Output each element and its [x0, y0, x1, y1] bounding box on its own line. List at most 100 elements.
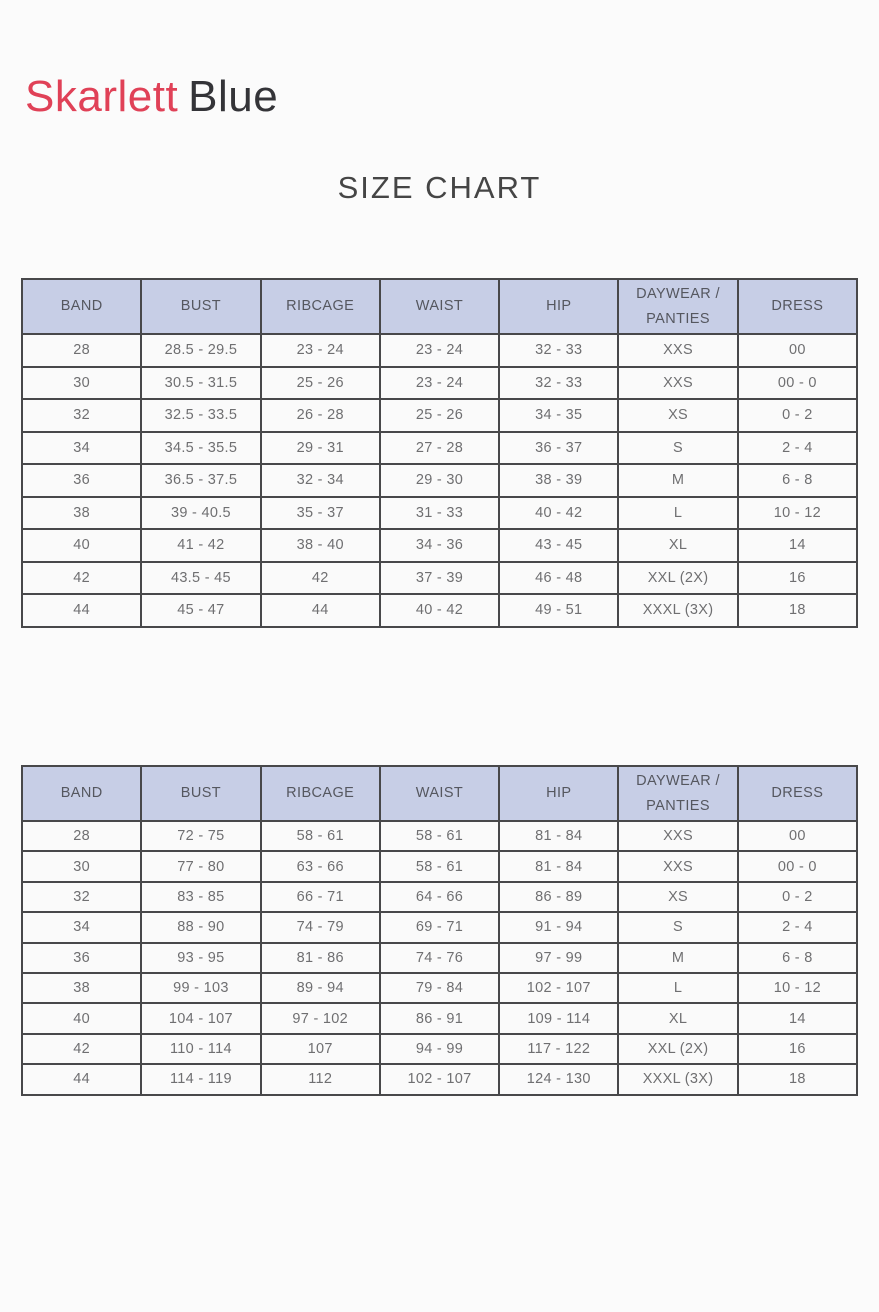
table-cell: S	[617, 911, 739, 944]
column-header: BAND	[20, 278, 143, 335]
table-cell: 18	[736, 593, 859, 628]
table-cell: 43.5 - 45	[140, 560, 262, 595]
table-cell: 34.5 - 35.5	[140, 430, 262, 465]
table-cell: 69 - 71	[378, 911, 501, 944]
table-cell: 0 - 2	[736, 398, 859, 433]
table-cell: 10 - 12	[736, 495, 859, 530]
column-header: RIBCAGE	[259, 278, 381, 335]
table-row: 36 36.5 - 37.5 32 - 34 29 - 30 38 - 39 M 6 - 8	[20, 463, 859, 498]
table-cell: XXS	[617, 333, 739, 368]
column-header: HIP	[498, 765, 620, 822]
table-cell: 99 - 103	[140, 971, 262, 1005]
table-cell: 36 - 37	[498, 430, 620, 465]
table-cell: 38 - 40	[259, 528, 381, 563]
table-row: 38 39 - 40.5 35 - 37 31 - 33 40 - 42 L 10 - 12	[20, 495, 859, 530]
table-row: 44 45 - 47 44 40 - 42 49 - 51 XXXL (3X) 18	[20, 593, 859, 628]
table-cell: 32.5 - 33.5	[140, 398, 262, 433]
table-cell: XL	[617, 1002, 739, 1035]
table-cell: 31 - 33	[378, 495, 501, 530]
table-cell: L	[617, 971, 739, 1005]
column-header: RIBCAGE	[259, 765, 381, 822]
table-row: 28 72 - 75 58 - 61 58 - 61 81 - 84 XXS 00	[20, 819, 859, 853]
table-cell: 83 - 85	[140, 880, 262, 914]
table-cell: 16	[736, 560, 859, 595]
table-cell: 30	[20, 365, 143, 400]
table-cell: 102 - 107	[498, 971, 620, 1005]
column-header: HIP	[498, 278, 620, 335]
table-cell: 36	[20, 463, 143, 498]
table-cell: 43 - 45	[498, 528, 620, 563]
table-cell: 23 - 24	[378, 365, 501, 400]
table-cell: 14	[736, 1002, 859, 1035]
table-cell: 10 - 12	[736, 971, 859, 1005]
table-cell: L	[617, 495, 739, 530]
table-cell: 14	[736, 528, 859, 563]
table-cell: 46 - 48	[498, 560, 620, 595]
table-cell: XL	[617, 528, 739, 563]
column-header-label: DAYWEAR / PANTIES	[636, 772, 720, 814]
table-row: 30 30.5 - 31.5 25 - 26 23 - 24 32 - 33 XXS 00 …	[20, 365, 859, 400]
table-cell: XS	[617, 880, 739, 914]
column-header-label: BAND	[60, 298, 103, 315]
table-cell: 86 - 91	[378, 1002, 501, 1035]
table-cell: 6 - 8	[736, 463, 859, 498]
table-cell: 49 - 51	[498, 593, 620, 628]
table-cell: 97 - 99	[498, 941, 620, 974]
size-table-inches: BAND BUST RIBCAGE WAIST HIP DAYWEAR / PANTIES…	[20, 278, 859, 628]
table-cell: 40 - 42	[498, 495, 620, 530]
table-cell: 40 - 42	[378, 593, 501, 628]
table-cell: 26 - 28	[259, 398, 381, 433]
table-row: 34 88 - 90 74 - 79 69 - 71 91 - 94 S 2 - 4	[20, 911, 859, 944]
table-cell: 41 - 42	[140, 528, 262, 563]
table-cell: 28	[20, 333, 143, 368]
table-cell: 36.5 - 37.5	[140, 463, 262, 498]
table-cell: 58 - 61	[259, 819, 381, 853]
column-header-label: BUST	[180, 785, 222, 802]
table-cell: 44	[20, 1063, 143, 1096]
column-header-label: BUST	[180, 298, 222, 315]
table-cell: 63 - 66	[259, 850, 381, 883]
table-cell: 38	[20, 495, 143, 530]
table-cell: 58 - 61	[378, 819, 501, 853]
table-cell: 79 - 84	[378, 971, 501, 1005]
size-table-centimeters: BAND BUST RIBCAGE WAIST HIP DAYWEAR / PANTIES…	[20, 765, 859, 1096]
table-cell: XXXL (3X)	[617, 1063, 739, 1096]
table-cell: 28.5 - 29.5	[140, 333, 262, 368]
table-cell: 34 - 35	[498, 398, 620, 433]
column-header-label: DAYWEAR / PANTIES	[636, 285, 720, 327]
page-title: SIZE CHART	[337, 170, 542, 205]
table-cell: 44	[20, 593, 143, 628]
table-cell: 36	[20, 941, 143, 974]
table-cell: 37 - 39	[378, 560, 501, 595]
table-cell: 38	[20, 971, 143, 1005]
table-cell: 00	[736, 333, 859, 368]
brand-logo: Skarlett Blue	[25, 72, 278, 122]
table-cell: XS	[617, 398, 739, 433]
table-row: 42 43.5 - 45 42 37 - 39 46 - 48 XXL (2X) 16	[20, 560, 859, 595]
table-cell: 66 - 71	[259, 880, 381, 914]
table-cell: 91 - 94	[498, 911, 620, 944]
table-cell: 34 - 36	[378, 528, 501, 563]
table-cell: 32 - 33	[498, 365, 620, 400]
table-cell: 34	[20, 911, 143, 944]
table-cell: 40	[20, 528, 143, 563]
table-cell: 110 - 114	[140, 1032, 262, 1066]
table-cell: 44	[259, 593, 381, 628]
table-cell: 81 - 84	[498, 850, 620, 883]
table-cell: 45 - 47	[140, 593, 262, 628]
table-row: 34 34.5 - 35.5 29 - 31 27 - 28 36 - 37 S 2 - 4	[20, 430, 859, 465]
column-header: BAND	[20, 765, 143, 822]
column-header: BUST	[140, 278, 262, 335]
table-cell: 102 - 107	[378, 1063, 501, 1096]
column-header-label: WAIST	[415, 298, 464, 315]
table-cell: 00 - 0	[736, 850, 859, 883]
table-cell: 77 - 80	[140, 850, 262, 883]
table-cell: 117 - 122	[498, 1032, 620, 1066]
table-cell: 112	[259, 1063, 381, 1096]
brand-logo-skarlett: Skarlett	[25, 72, 179, 121]
table-cell: 27 - 28	[378, 430, 501, 465]
table-row: 40 104 - 107 97 - 102 86 - 91 109 - 114 XL 14	[20, 1002, 859, 1035]
table-cell: 93 - 95	[140, 941, 262, 974]
table-cell: 34	[20, 430, 143, 465]
table-cell: 114 - 119	[140, 1063, 262, 1096]
